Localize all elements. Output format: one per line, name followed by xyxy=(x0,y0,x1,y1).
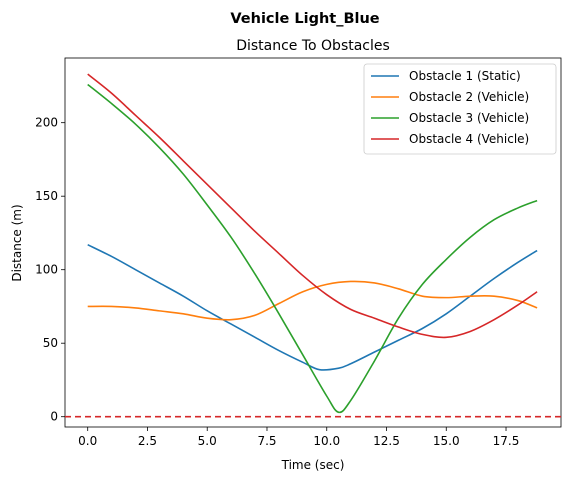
x-tick-label: 10.0 xyxy=(313,434,340,448)
legend-label-obstacle-1: Obstacle 1 (Static) xyxy=(409,69,521,83)
legend-label-obstacle-4: Obstacle 4 (Vehicle) xyxy=(409,132,529,146)
legend-box xyxy=(363,63,557,155)
chart-suptitle: Vehicle Light_Blue xyxy=(230,11,379,27)
legend-label-obstacle-3: Obstacle 3 (Vehicle) xyxy=(409,111,529,125)
series-line-obstacle-1 xyxy=(87,243,538,371)
x-tick-label: 15.0 xyxy=(433,434,460,448)
y-tick-label: 150 xyxy=(35,189,58,203)
series-line-obstacle-2 xyxy=(87,280,538,321)
chart-title: Distance To Obstacles xyxy=(236,38,390,54)
x-tick-label: 0.0 xyxy=(78,434,97,448)
x-tick-label: 7.5 xyxy=(257,434,276,448)
y-tick-label: 200 xyxy=(35,116,58,130)
series-line-obstacle-4 xyxy=(87,73,538,339)
plot-area: 0.0 2.5 5.0 7.5 10.0 12.5 15.0 17.5 0 50 100 150 200 xyxy=(35,57,562,448)
x-tick-label: 5.0 xyxy=(198,434,217,448)
legend: Obstacle 1 (Static) Obstacle 2 (Vehicle) O… xyxy=(363,63,557,155)
y-tick-label: 0 xyxy=(50,410,58,424)
x-tick-label: 17.5 xyxy=(493,434,520,448)
axes-frame xyxy=(64,57,562,428)
x-tick-label: 2.5 xyxy=(138,434,157,448)
y-axis-label: Distance (m) xyxy=(10,204,24,281)
y-tick-label: 100 xyxy=(35,263,58,277)
legend-label-obstacle-2: Obstacle 2 (Vehicle) xyxy=(409,90,529,104)
y-tick-label: 50 xyxy=(43,336,58,350)
x-axis-label: Time (sec) xyxy=(281,458,345,472)
series-line-obstacle-3 xyxy=(87,83,538,414)
x-tick-label: 12.5 xyxy=(373,434,400,448)
